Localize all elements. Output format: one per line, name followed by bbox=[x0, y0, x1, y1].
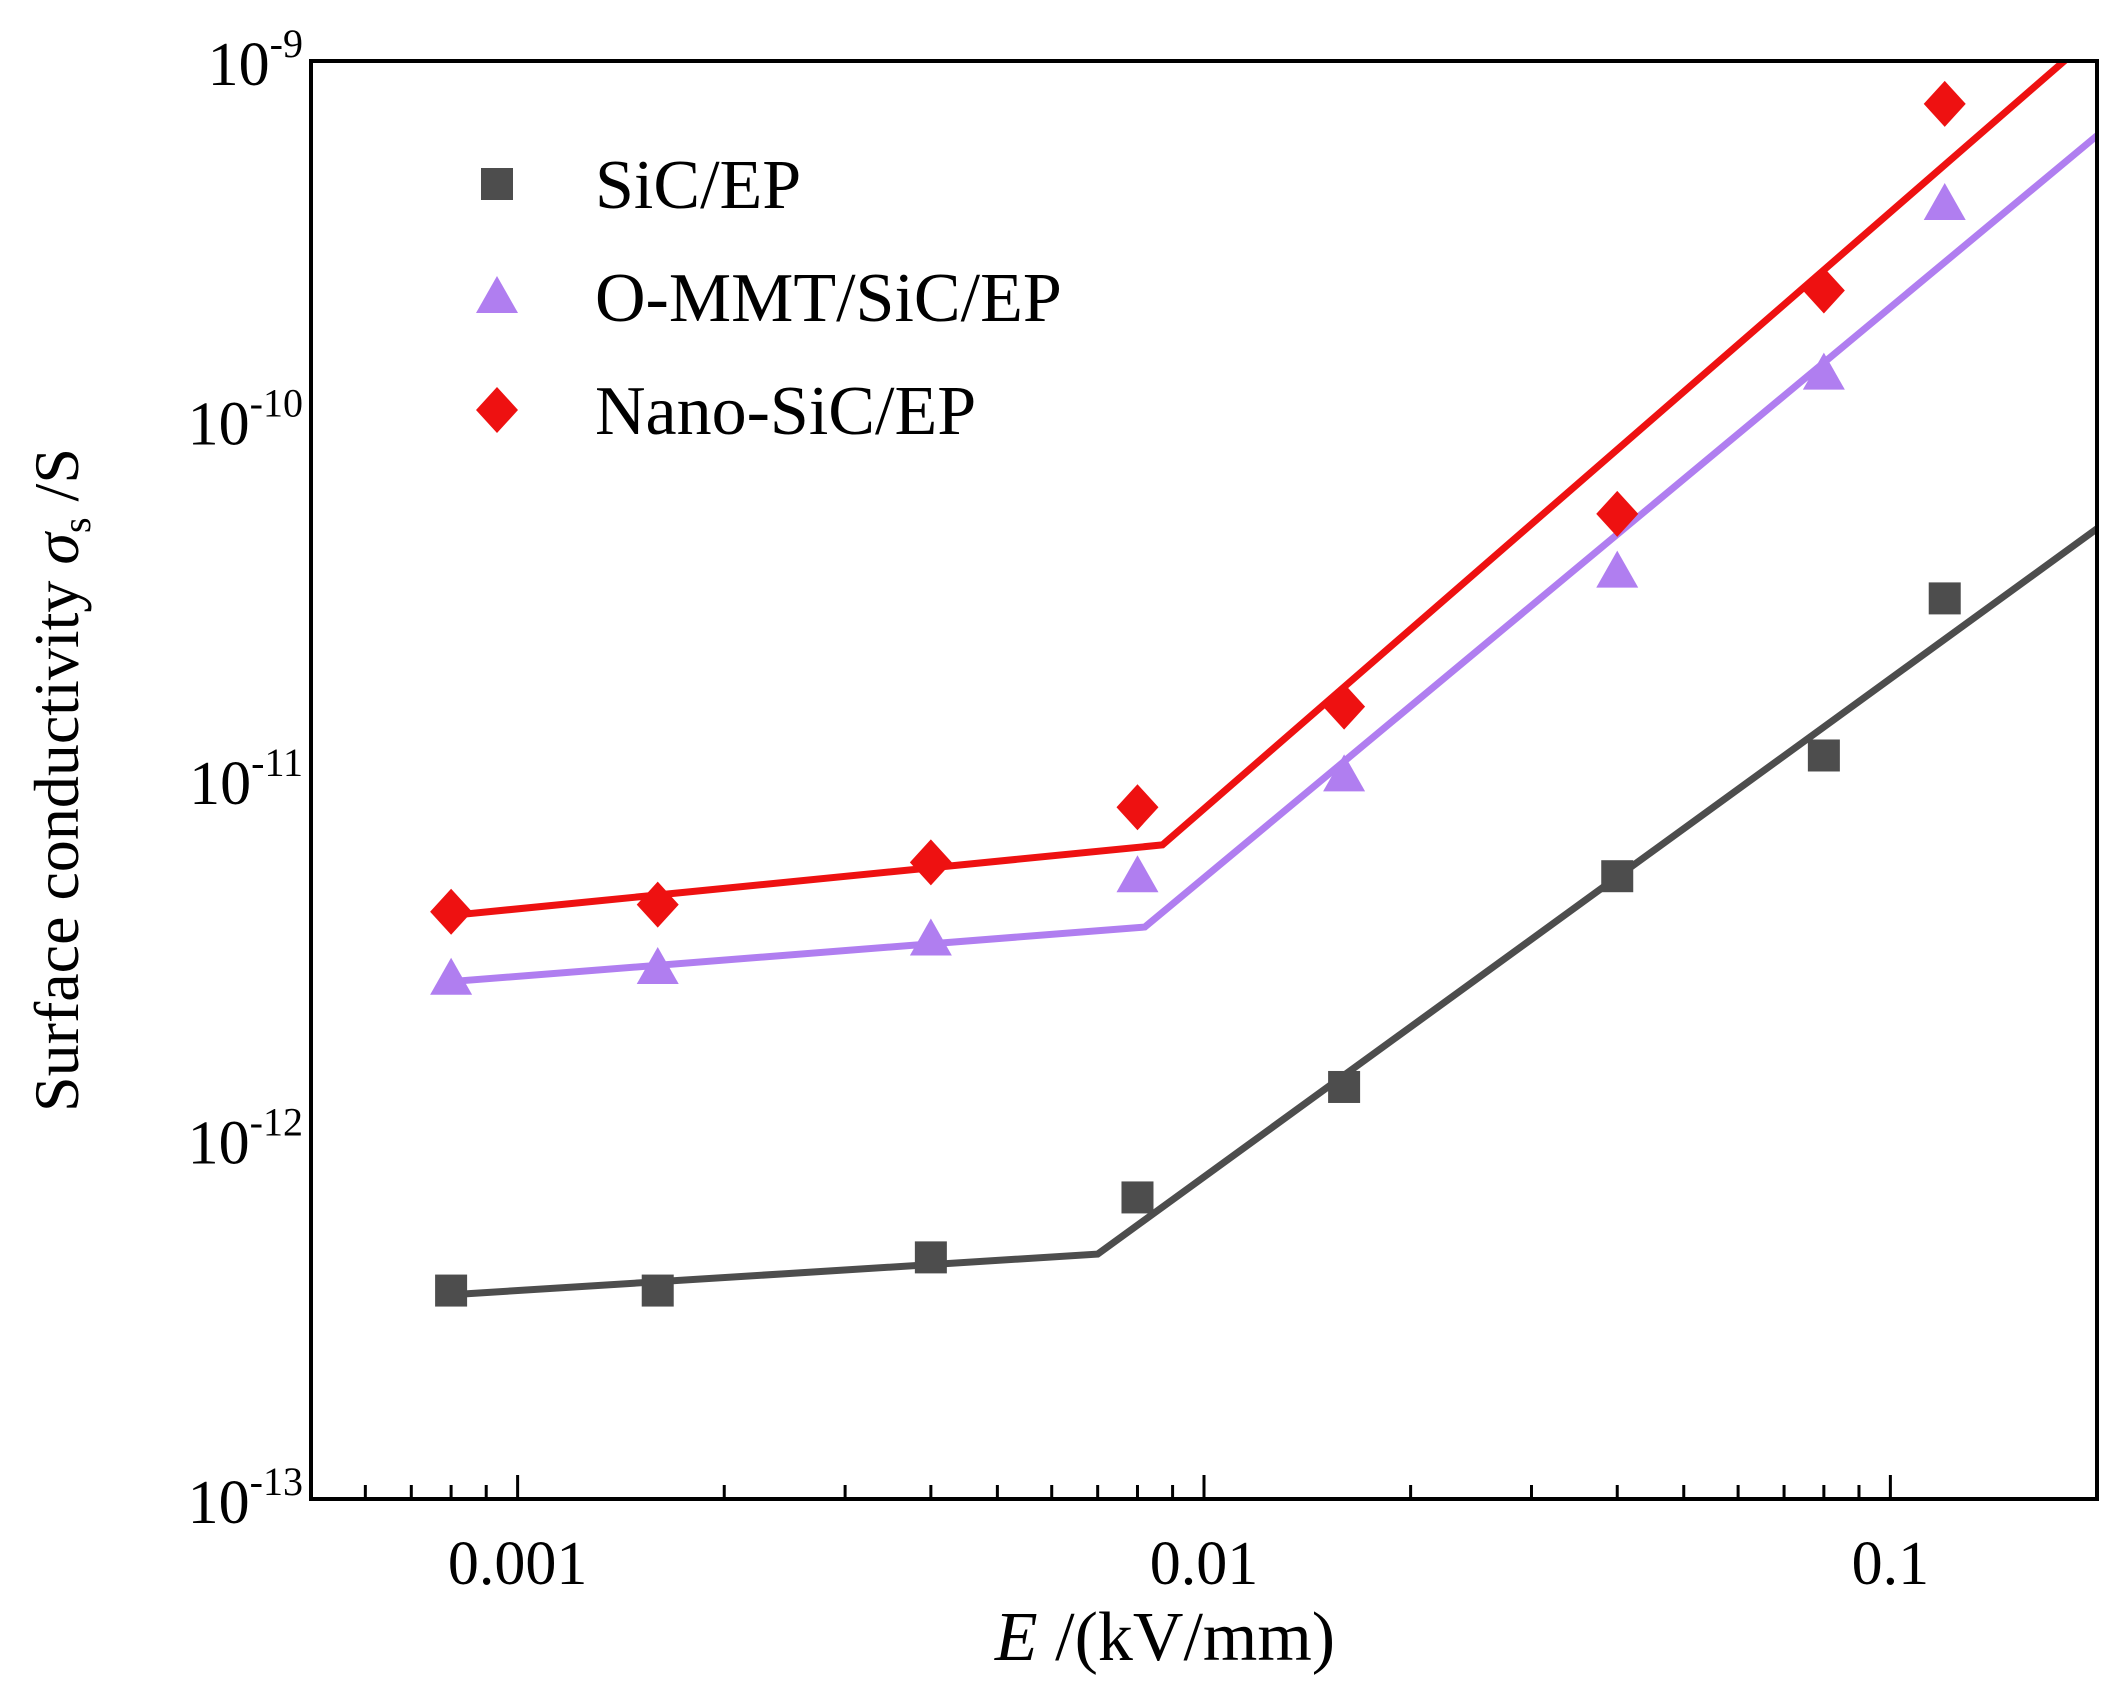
y-tick-label: 10-13 bbox=[188, 1459, 303, 1537]
y-axis-label: Surface conductivity σs /S bbox=[21, 448, 99, 1112]
data-point bbox=[641, 1274, 674, 1307]
data-point bbox=[1802, 267, 1845, 314]
data-point bbox=[1807, 739, 1840, 772]
data-point bbox=[636, 946, 679, 984]
legend-label: O-MMT/SiC/EP bbox=[595, 260, 1062, 337]
data-point bbox=[430, 888, 473, 935]
data-point bbox=[1928, 582, 1961, 615]
legend-marker bbox=[476, 387, 518, 433]
x-tick-label: 0.001 bbox=[448, 1530, 588, 1598]
legend: SiC/EP O-MMT/SiC/EP Nano-SiC/EP bbox=[476, 147, 1062, 450]
data-point bbox=[914, 1241, 947, 1274]
legend-label: Nano-SiC/EP bbox=[595, 373, 976, 450]
data-point bbox=[909, 918, 952, 956]
legend-marker bbox=[476, 276, 518, 313]
data-point bbox=[1601, 860, 1634, 893]
legend-marker bbox=[481, 168, 513, 200]
data-point bbox=[1596, 550, 1639, 588]
y-tick-label: 10-11 bbox=[189, 740, 303, 818]
data-point bbox=[1923, 80, 1966, 127]
fit-line-o-mmt-sic-ep bbox=[450, 132, 2097, 986]
data-point bbox=[909, 839, 952, 886]
y-tick-label: 10-12 bbox=[188, 1100, 303, 1178]
legend-label: SiC/EP bbox=[595, 147, 801, 224]
y-tick-label: 10-10 bbox=[188, 381, 303, 459]
data-point bbox=[1116, 784, 1159, 831]
x-tick-label: 0.01 bbox=[1150, 1530, 1259, 1598]
fit-line-sic-ep bbox=[450, 525, 2097, 1299]
data-point bbox=[1323, 754, 1366, 792]
x-tick-label: 0.1 bbox=[1852, 1530, 1930, 1598]
data-point bbox=[1923, 183, 1966, 221]
y-axis: 10-9 10-10 10-11 10-12 10-13 bbox=[188, 21, 303, 1537]
y-tick-label: 10-9 bbox=[208, 21, 303, 99]
data-point bbox=[1802, 352, 1845, 390]
data-point bbox=[1596, 490, 1639, 537]
data-point bbox=[1116, 855, 1159, 893]
data-point bbox=[430, 957, 473, 995]
data-markers bbox=[430, 80, 1966, 1307]
data-point bbox=[435, 1274, 468, 1307]
data-point bbox=[1323, 683, 1366, 730]
x-axis-label: E /(kV/mm) bbox=[994, 1599, 1335, 1676]
data-point bbox=[1328, 1070, 1361, 1103]
data-point bbox=[636, 881, 679, 928]
fit-line-nano-sic-ep bbox=[450, 61, 2070, 919]
data-point bbox=[1121, 1181, 1154, 1214]
x-axis: 0.001 0.01 0.1 bbox=[309, 1475, 2099, 1598]
